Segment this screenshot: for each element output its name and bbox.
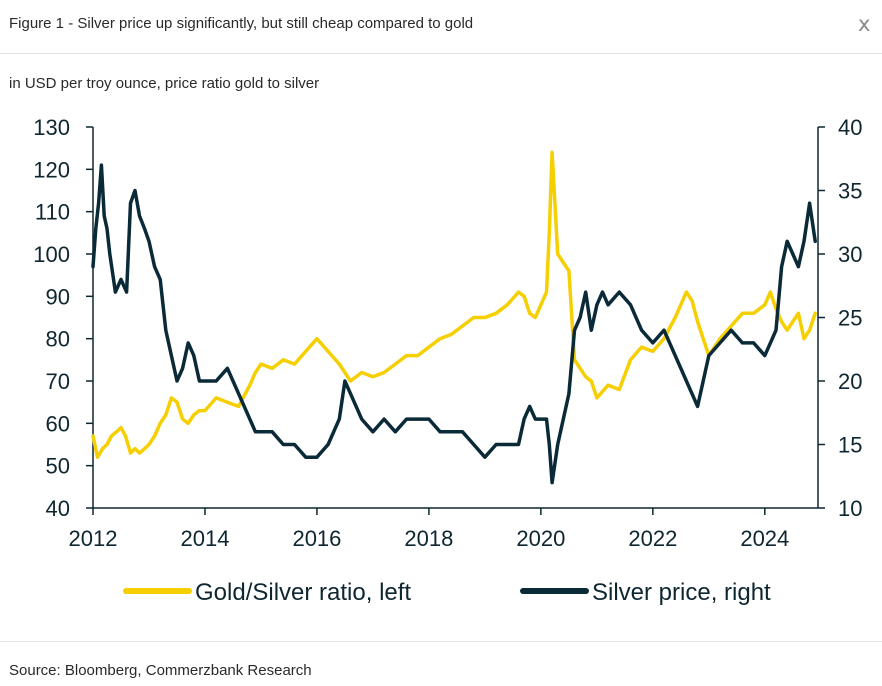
- x-tick-label: 2012: [69, 526, 118, 551]
- y-left-tick-label: 60: [46, 411, 70, 436]
- gold-silver-ratio-line: [91, 150, 817, 459]
- legend-silver-label: Silver price, right: [592, 579, 771, 606]
- y-left-tick-label: 110: [35, 200, 70, 225]
- chart-legend: Gold/Silver ratio, left Silver price, rig…: [123, 579, 771, 606]
- figure-subtitle: in USD per troy ounce, price ratio gold …: [9, 75, 320, 92]
- y-right-tick-label: 25: [838, 306, 862, 331]
- y-left-tick-label: 50: [46, 454, 70, 479]
- silver-price-line: [91, 163, 817, 485]
- chart-ticks: 40 50 60 70 80 90 100 110 120 130 10 15 20 25 30 35 40 20…: [33, 115, 862, 551]
- x-tick-label: 2022: [628, 526, 677, 551]
- y-left-tick-label: 70: [46, 369, 70, 394]
- legend-ratio-label: Gold/Silver ratio, left: [195, 579, 411, 606]
- y-right-tick-label: 10: [838, 496, 862, 521]
- chart-series: [91, 150, 817, 485]
- y-right-tick-label: 40: [838, 115, 862, 140]
- y-right-tick-label: 30: [838, 242, 862, 267]
- y-left-tick-label: 90: [46, 284, 70, 309]
- chart-axes: [92, 127, 819, 509]
- y-left-tick-label: 100: [33, 242, 70, 267]
- y-left-tick-label: 130: [33, 115, 70, 140]
- x-tick-label: 2018: [404, 526, 453, 551]
- y-right-tick-label: 35: [838, 179, 862, 204]
- y-left-tick-label: 80: [46, 327, 70, 352]
- x-tick-label: 2024: [740, 526, 789, 551]
- y-right-tick-label: 15: [838, 433, 862, 458]
- y-right-tick-label: 20: [838, 369, 862, 394]
- figure-title: Figure 1 - Silver price up significantly…: [9, 15, 474, 32]
- x-tick-label: 2020: [516, 526, 565, 551]
- source-note: Source: Bloomberg, Commerzbank Research: [9, 662, 312, 679]
- x-tick-label: 2016: [292, 526, 341, 551]
- y-left-tick-label: 120: [33, 157, 70, 182]
- close-icon[interactable]: x: [858, 12, 871, 36]
- dual-axis-line-chart: 40 50 60 70 80 90 100 110 120 130 10 15 20 25 30 35 40 20…: [33, 115, 862, 606]
- footer-divider: [0, 641, 882, 642]
- x-tick-label: 2014: [180, 526, 229, 551]
- figure-header: Figure 1 - Silver price up significantly…: [0, 0, 882, 54]
- y-left-tick-label: 40: [46, 496, 70, 521]
